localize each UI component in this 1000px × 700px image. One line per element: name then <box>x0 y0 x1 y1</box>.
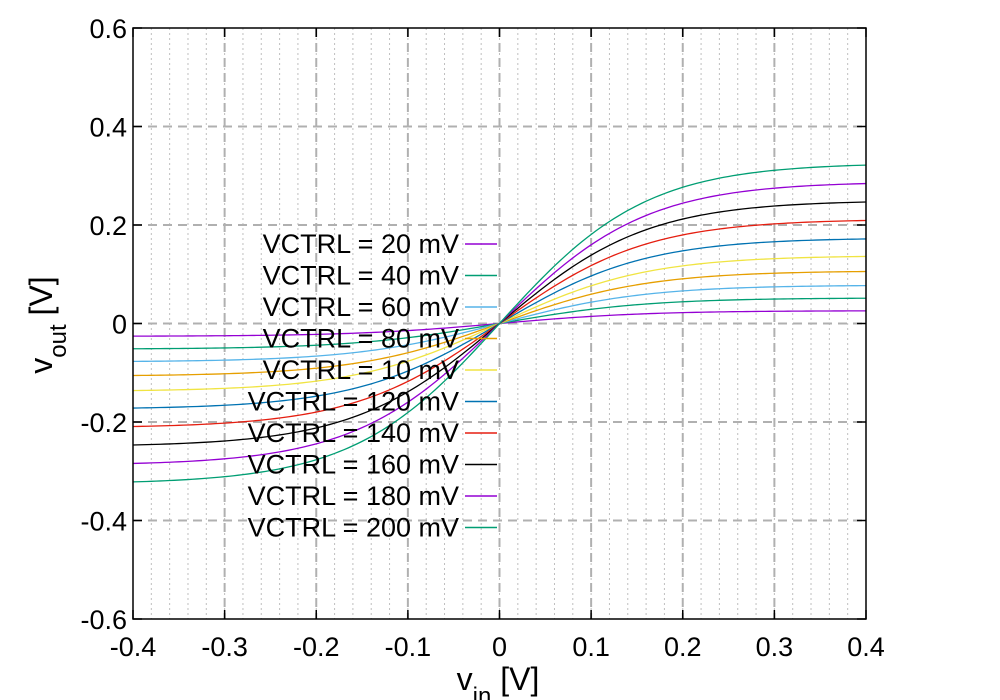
y-tick-label: -0.2 <box>80 408 127 438</box>
major-grid <box>133 28 866 619</box>
tick-labels: -0.4 -0.3 -0.2 -0.1 0 0.1 0.2 0.3 0.4-0.6-0.4-0.… <box>80 14 884 662</box>
legend-label: VCTRL = 80 mV <box>263 324 459 354</box>
x-axis-title: vin [V] <box>457 661 540 700</box>
x-tick-label: -0.4 <box>110 632 157 662</box>
legend-label: VCTRL = 10 mV <box>263 355 459 385</box>
legend-label: VCTRL = 40 mV <box>263 261 459 291</box>
x-tick-label: 0 <box>492 632 507 662</box>
y-tick-label: 0.2 <box>89 211 127 241</box>
x-tick-label: -0.1 <box>385 632 432 662</box>
legend-label: VCTRL = 180 mV <box>248 481 459 511</box>
y-tick-label: -0.4 <box>80 507 127 537</box>
x-tick-label: 0.2 <box>664 632 702 662</box>
legend-label: VCTRL = 120 mV <box>248 387 459 417</box>
legend-label: VCTRL = 20 mV <box>263 229 459 259</box>
series-line <box>132 164 867 483</box>
y-tick-label: 0.6 <box>89 14 127 44</box>
y-axis-title: vout [V] <box>23 276 72 373</box>
y-tick-label: 0.4 <box>89 113 127 143</box>
x-tick-label: -0.3 <box>201 632 248 662</box>
y-tick-label: -0.6 <box>80 605 127 635</box>
y-tick-label: 0 <box>112 310 127 340</box>
legend-label: VCTRL = 160 mV <box>248 450 459 480</box>
series-layer <box>132 164 867 483</box>
axis-ticks <box>132 27 867 620</box>
x-tick-label: 0.3 <box>756 632 794 662</box>
legend-label: VCTRL = 60 mV <box>263 292 459 322</box>
legend-label: VCTRL = 200 mV <box>248 513 459 543</box>
x-tick-label: 0.1 <box>572 632 610 662</box>
x-tick-label: -0.2 <box>293 632 340 662</box>
legend-label: VCTRL = 140 mV <box>248 418 459 448</box>
x-tick-label: 0.4 <box>847 632 885 662</box>
